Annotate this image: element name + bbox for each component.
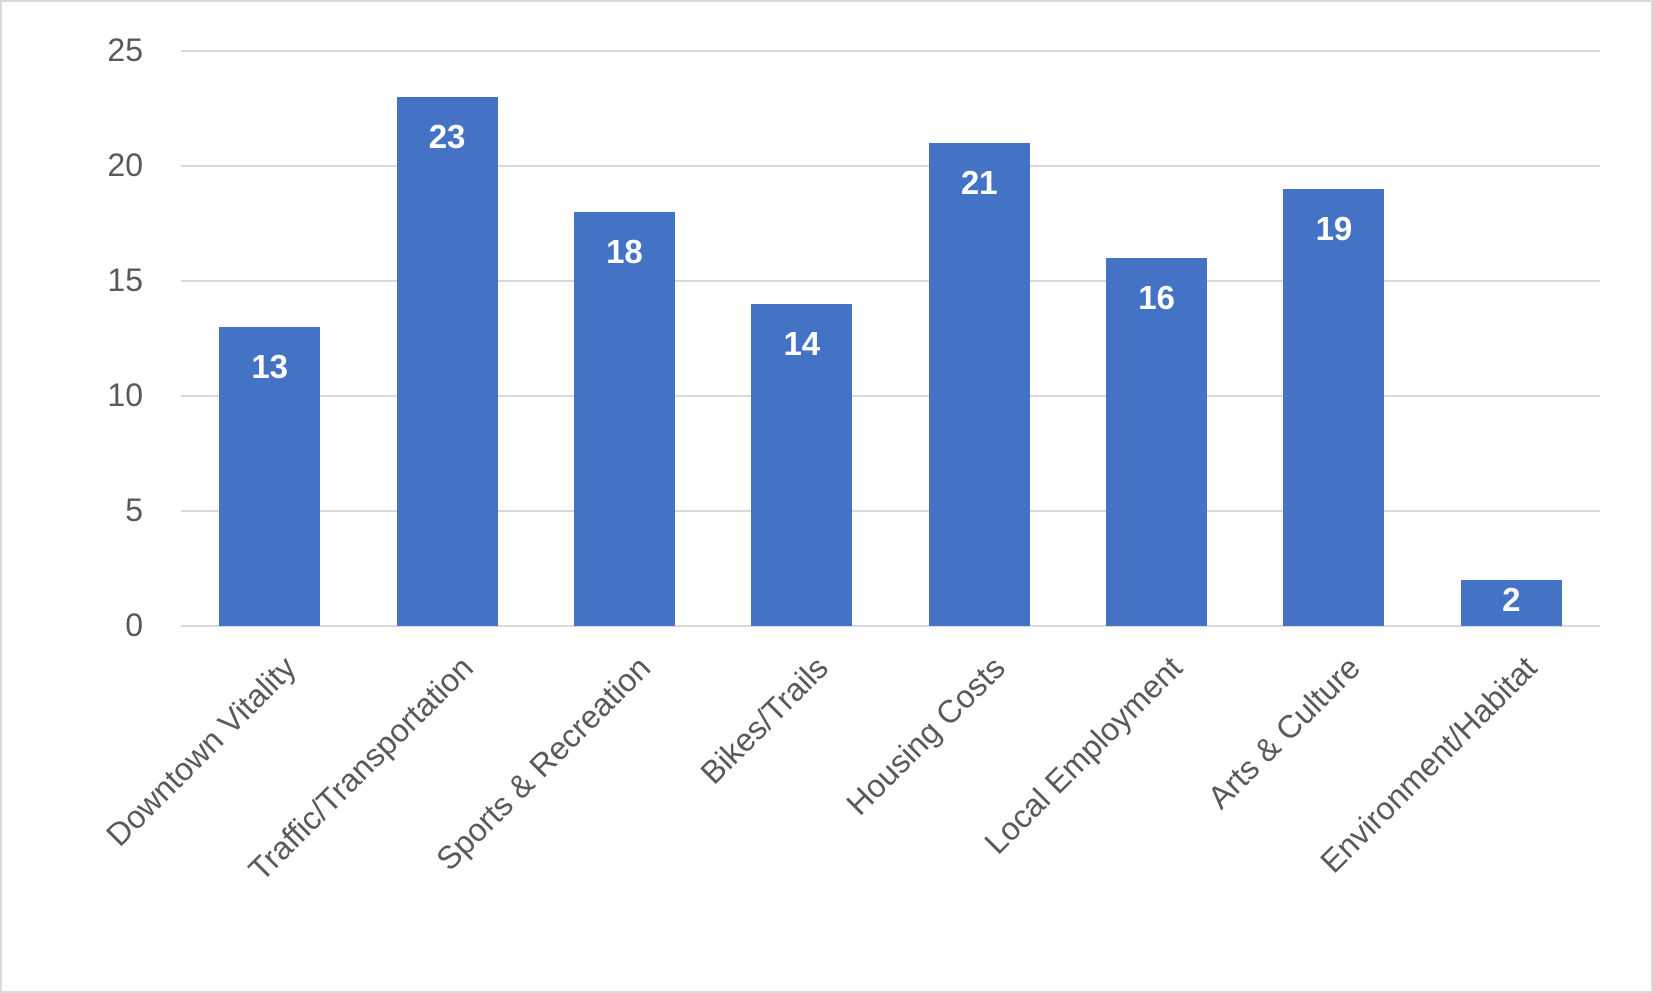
data-label: 21 [960,164,998,201]
gridline [181,510,1600,512]
y-tick-label: 25 [107,32,143,68]
data-label: 16 [1138,279,1175,316]
x-tick-label: Local Employment [977,649,1190,861]
x-tick-label: Housing Costs [839,649,1012,822]
bar[interactable]: 16 [1106,258,1208,626]
bar[interactable]: 19 [1283,189,1385,626]
gridline [181,50,1600,52]
data-label: 14 [783,325,821,362]
y-tick-label: 15 [107,262,143,298]
bar[interactable]: 21 [928,143,1030,626]
data-label: 2 [1502,581,1521,618]
y-tick-label: 5 [125,492,143,528]
data-label: 13 [251,348,289,385]
x-tick-label: Bikes/Trails [693,649,835,791]
bar[interactable]: 13 [219,327,321,626]
gridline [181,395,1600,397]
gridline [181,625,1600,627]
x-tick-label: Arts & Culture [1200,649,1367,816]
gridline [181,280,1600,282]
data-label: 18 [606,233,643,270]
bar[interactable]: 14 [751,304,853,626]
x-tick-label: Downtown Vitality [98,649,303,853]
bar[interactable]: 23 [396,97,498,626]
gridline [181,165,1600,167]
bar[interactable]: 2 [1460,580,1562,626]
data-label: 19 [1315,210,1353,247]
bar[interactable]: 18 [573,212,675,626]
data-label: 23 [428,118,466,155]
y-tick-label: 10 [107,377,143,413]
y-tick-label: 20 [107,147,143,183]
y-tick-label: 0 [125,607,143,643]
